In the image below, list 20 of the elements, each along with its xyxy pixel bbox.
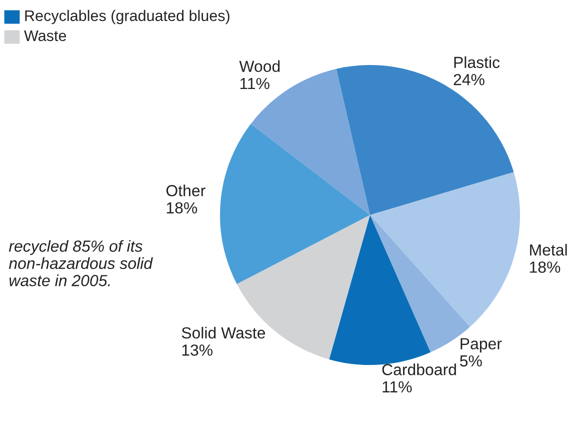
data-label: 18% <box>530 262 560 273</box>
slice-label: Paper <box>460 338 502 353</box>
data-label: 11% <box>382 381 412 392</box>
text: Recyclables (graduated blues) <box>25 10 230 24</box>
pie-slice <box>329 215 431 365</box>
slice-label: Solid Waste <box>182 326 266 339</box>
slice-label: Metal <box>530 244 567 256</box>
data-label: 24% <box>454 74 484 86</box>
text: recycled 85% of its non-hazardous solid waste in 2005. <box>8 240 153 286</box>
slice-label: Plastic <box>454 56 500 68</box>
slice-label: Wood <box>239 60 280 72</box>
data-label: 18% <box>166 202 198 214</box>
data-label: 11% <box>240 78 270 90</box>
data-label: 5% <box>460 355 482 367</box>
text: Waste <box>24 30 66 42</box>
slice-label: Other <box>166 184 206 196</box>
data-label: 13% <box>182 344 212 356</box>
pie-slice <box>370 172 520 327</box>
slice-label: Cardboard <box>382 364 456 376</box>
pie-slice <box>220 124 370 284</box>
